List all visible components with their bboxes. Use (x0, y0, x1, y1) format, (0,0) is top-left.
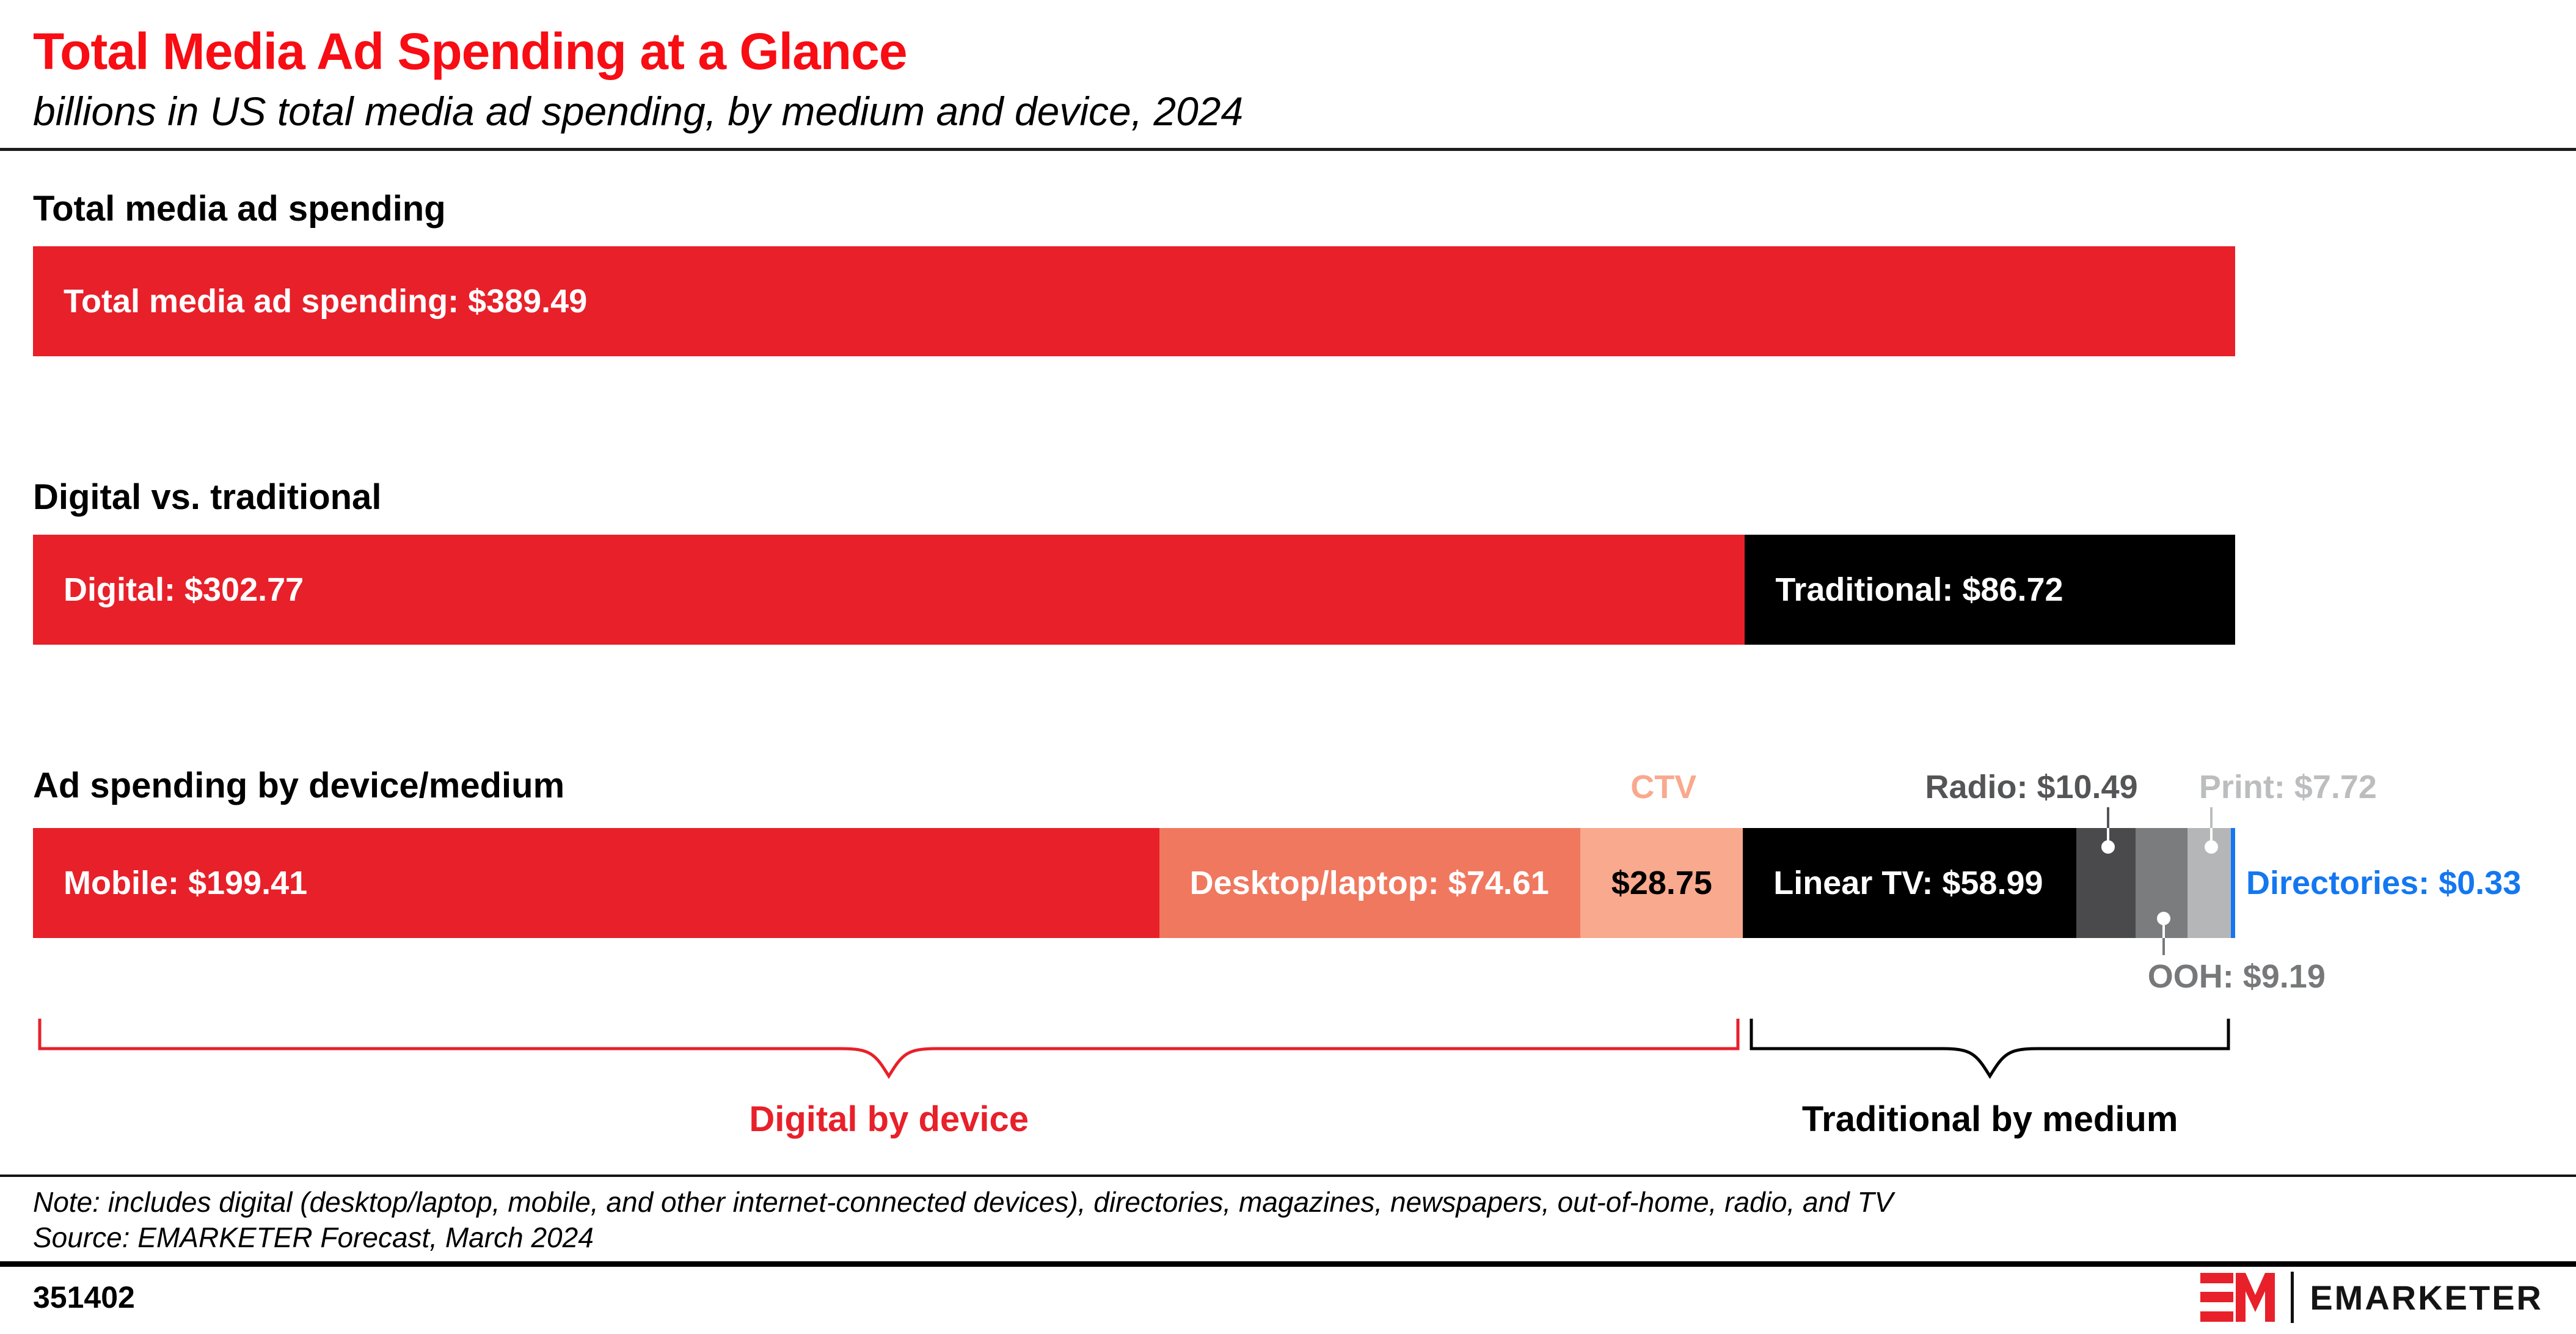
segment-desktop-laptop: Desktop/laptop: $74.61 (1159, 828, 1581, 938)
segment-value-label: Digital: $302.77 (64, 571, 304, 608)
brand-name: EMARKETER (2310, 1278, 2543, 1317)
note-text: Note: includes digital (desktop/laptop, … (33, 1186, 1894, 1218)
logo-divider (2291, 1272, 2294, 1323)
page-subtitle: billions in US total media ad spending, … (33, 89, 1244, 134)
callout-label-print: Print: $7.72 (2198, 769, 2377, 805)
callout-label-radio: Radio: $10.49 (1925, 769, 2138, 805)
leader-line-radio (2106, 807, 2109, 828)
brace-label-digital-by-device: Digital by device (749, 1099, 1029, 1139)
brace-shape-icon (38, 1019, 1740, 1079)
header-divider (0, 148, 2576, 151)
segment-ctv: $28.75 (1580, 828, 1743, 938)
leader-line-print (2210, 828, 2213, 844)
footer-bar (0, 1261, 2576, 1267)
row-device-medium: Ad spending by device/medium Mobile: $19… (33, 764, 2521, 1019)
page-title: Total Media Ad Spending at a Glance (33, 23, 908, 80)
callout-label-ctv: CTV (1630, 769, 1697, 805)
brace-label-traditional-by-medium: Traditional by medium (1801, 1099, 2178, 1139)
brace-digital-by-device: Digital by device (33, 1019, 1745, 1147)
segment-linear-tv: Linear TV: $58.99 (1743, 828, 2076, 938)
brace-traditional-by-medium: Traditional by medium (1745, 1019, 2235, 1147)
segment-value-label: $28.75 (1611, 865, 1712, 901)
row-label-device-medium: Ad spending by device/medium (33, 766, 565, 805)
row-total: Total media ad spending Total media ad s… (33, 188, 2235, 356)
footnote-divider (0, 1175, 2576, 1177)
device-medium-label-row: Ad spending by device/medium (33, 764, 2235, 828)
row-label-digital-vs-traditional: Digital vs. traditional (33, 477, 382, 517)
leader-line-ooh (2162, 923, 2165, 938)
emarketer-logo: EMARKETER (2200, 1272, 2543, 1323)
segment-value-label: Desktop/laptop: $74.61 (1189, 865, 1549, 901)
segment-value-label: Total media ad spending: $389.49 (64, 283, 588, 320)
row-digital-vs-traditional: Digital vs. traditional Digital: $302.77… (33, 476, 2235, 645)
segment-value-label: Traditional: $86.72 (1775, 571, 2063, 608)
footnotes: Note: includes digital (desktop/laptop, … (0, 1184, 2576, 1255)
segment-digital: Digital: $302.77 (33, 535, 1745, 645)
brace-shape-icon (1750, 1019, 2230, 1079)
leader-dot-print (2205, 840, 2219, 854)
leader-dot-ooh (2156, 912, 2170, 925)
leader-dot-radio (2101, 840, 2115, 854)
footer: 351402 EMARKETER (0, 1272, 2576, 1323)
leader-line-print (2210, 807, 2213, 828)
emarketer-logo-mark-icon (2200, 1273, 2275, 1322)
segment-total-media-ad-spending: Total media ad spending: $389.49 (33, 246, 2235, 356)
segment-value-label: Linear TV: $58.99 (1773, 865, 2043, 901)
chart-area: Total media ad spending Total media ad s… (33, 188, 2521, 1147)
below-bar-callout-area (33, 938, 2235, 1019)
leader-line-radio (2106, 828, 2109, 844)
segment-mobile: Mobile: $199.41 (33, 828, 1159, 938)
chart-header: Total Media Ad Spending at a Glance bill… (0, 0, 2576, 138)
source-text: Source: EMARKETER Forecast, March 2024 (33, 1222, 594, 1253)
segment-directories (2231, 828, 2235, 938)
bar-device-medium: Mobile: $199.41 Desktop/laptop: $74.61 $28… (33, 828, 2235, 938)
leader-line-ooh (2162, 938, 2165, 955)
segment-value-label: Mobile: $199.41 (64, 865, 308, 901)
callout-label-directories: Directories: $0.33 (2246, 865, 2522, 901)
chart-id: 351402 (33, 1280, 135, 1314)
bar-total: Total media ad spending: $389.49 (33, 246, 2235, 356)
callout-label-ooh: OOH: $9.19 (2147, 958, 2326, 995)
bar-digital-vs-traditional: Digital: $302.77 Traditional: $86.72 (33, 535, 2235, 645)
braces: Digital by device Traditional by medium (33, 1019, 2235, 1147)
row-label-total: Total media ad spending (33, 189, 446, 229)
segment-traditional: Traditional: $86.72 (1745, 535, 2235, 645)
